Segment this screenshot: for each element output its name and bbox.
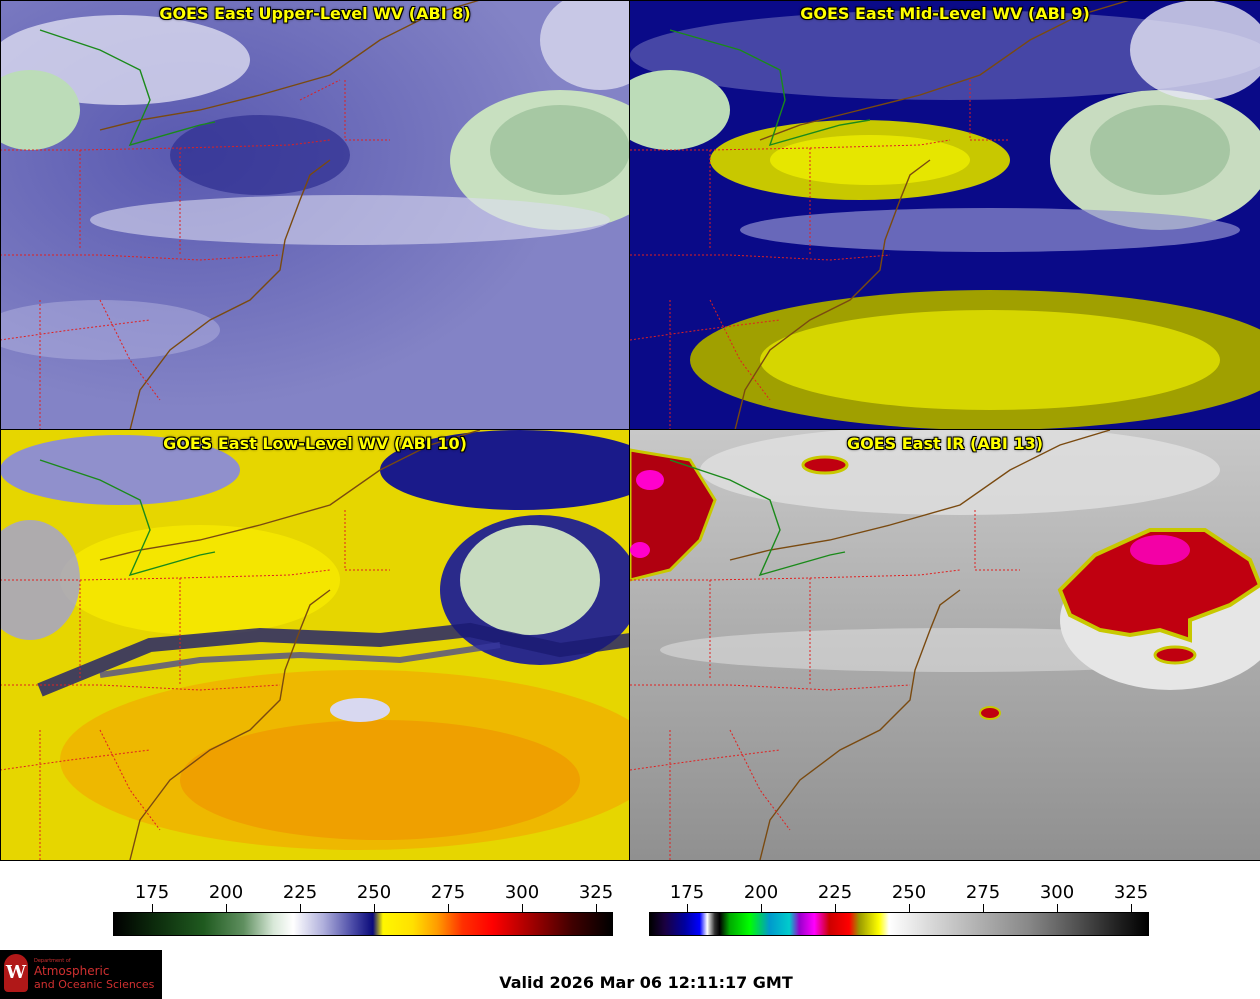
university-seal-icon: W xyxy=(4,954,28,992)
logo-line-2: and Oceanic Sciences xyxy=(34,978,155,991)
wv-colorbar-tick-label: 225 xyxy=(282,882,318,903)
wv-colorbar-tick xyxy=(226,904,227,912)
wv-colorbar-tick-label: 175 xyxy=(134,882,170,903)
wv-colorbar-tick xyxy=(522,904,523,912)
wv-colorbar-tick-label: 250 xyxy=(356,882,392,903)
logo-small-text: Department of xyxy=(34,958,71,964)
ir-image xyxy=(630,430,1260,860)
ir-colorbar-tick-label: 200 xyxy=(743,882,779,903)
ir-colorbar-tick xyxy=(909,904,910,912)
wv-colorbar-tick xyxy=(152,904,153,912)
low-level-wv-image xyxy=(0,430,630,860)
ir-colorbar-tick-label: 250 xyxy=(891,882,927,903)
ir-colorbar-tick-label: 275 xyxy=(965,882,1001,903)
panel-divider-horizontal xyxy=(0,429,1260,430)
wv-colorbar-tick xyxy=(448,904,449,912)
panel-title: GOES East Upper-Level WV (ABI 8) xyxy=(159,4,471,23)
ir-colorbar-tick xyxy=(1057,904,1058,912)
department-logo: W Department of Atmospheric and Oceanic … xyxy=(0,950,162,999)
wv-colorbar-tick-label: 325 xyxy=(578,882,614,903)
ir-colorbar-tick xyxy=(687,904,688,912)
valid-time: Valid 2026 Mar 06 12:11:17 GMT xyxy=(499,973,793,992)
upper-level-wv-image xyxy=(0,0,630,430)
ir-colorbar-tick-label: 225 xyxy=(817,882,853,903)
mid-level-wv-image xyxy=(630,0,1260,430)
mid-level-wv-panel: GOES East Mid-Level WV (ABI 9) xyxy=(630,0,1260,430)
ir-colorbar-tick-label: 325 xyxy=(1113,882,1149,903)
panel-divider-vertical xyxy=(629,0,630,860)
wv-colorbar-tick xyxy=(300,904,301,912)
ir-colorbar-scale xyxy=(649,912,1149,936)
wv-colorbar-scale xyxy=(113,912,613,936)
wv-colorbar-tick xyxy=(596,904,597,912)
ir-colorbar-tick-label: 300 xyxy=(1039,882,1075,903)
panel-title: GOES East Mid-Level WV (ABI 9) xyxy=(800,4,1090,23)
wv-colorbar: 175 200 225 250 275 300 325 xyxy=(113,878,613,938)
ir-panel: GOES East IR (ABI 13) xyxy=(630,430,1260,860)
wv-colorbar-tick-label: 275 xyxy=(430,882,466,903)
ir-colorbar-tick xyxy=(835,904,836,912)
ir-colorbar-tick xyxy=(761,904,762,912)
wv-colorbar-tick-label: 300 xyxy=(504,882,540,903)
ir-colorbar-tick-label: 175 xyxy=(669,882,705,903)
ir-colorbar-tick xyxy=(1131,904,1132,912)
wv-colorbar-tick xyxy=(374,904,375,912)
panel-title: GOES East IR (ABI 13) xyxy=(846,434,1044,453)
upper-level-wv-panel: GOES East Upper-Level WV (ABI 8) xyxy=(0,0,630,430)
ir-colorbar-tick xyxy=(983,904,984,912)
low-level-wv-panel: GOES East Low-Level WV (ABI 10) xyxy=(0,430,630,860)
panel-title: GOES East Low-Level WV (ABI 10) xyxy=(163,434,467,453)
ir-colorbar: 175 200 225 250 275 300 325 xyxy=(649,878,1149,938)
logo-line-1: Atmospheric xyxy=(34,964,110,978)
wv-colorbar-tick-label: 200 xyxy=(208,882,244,903)
